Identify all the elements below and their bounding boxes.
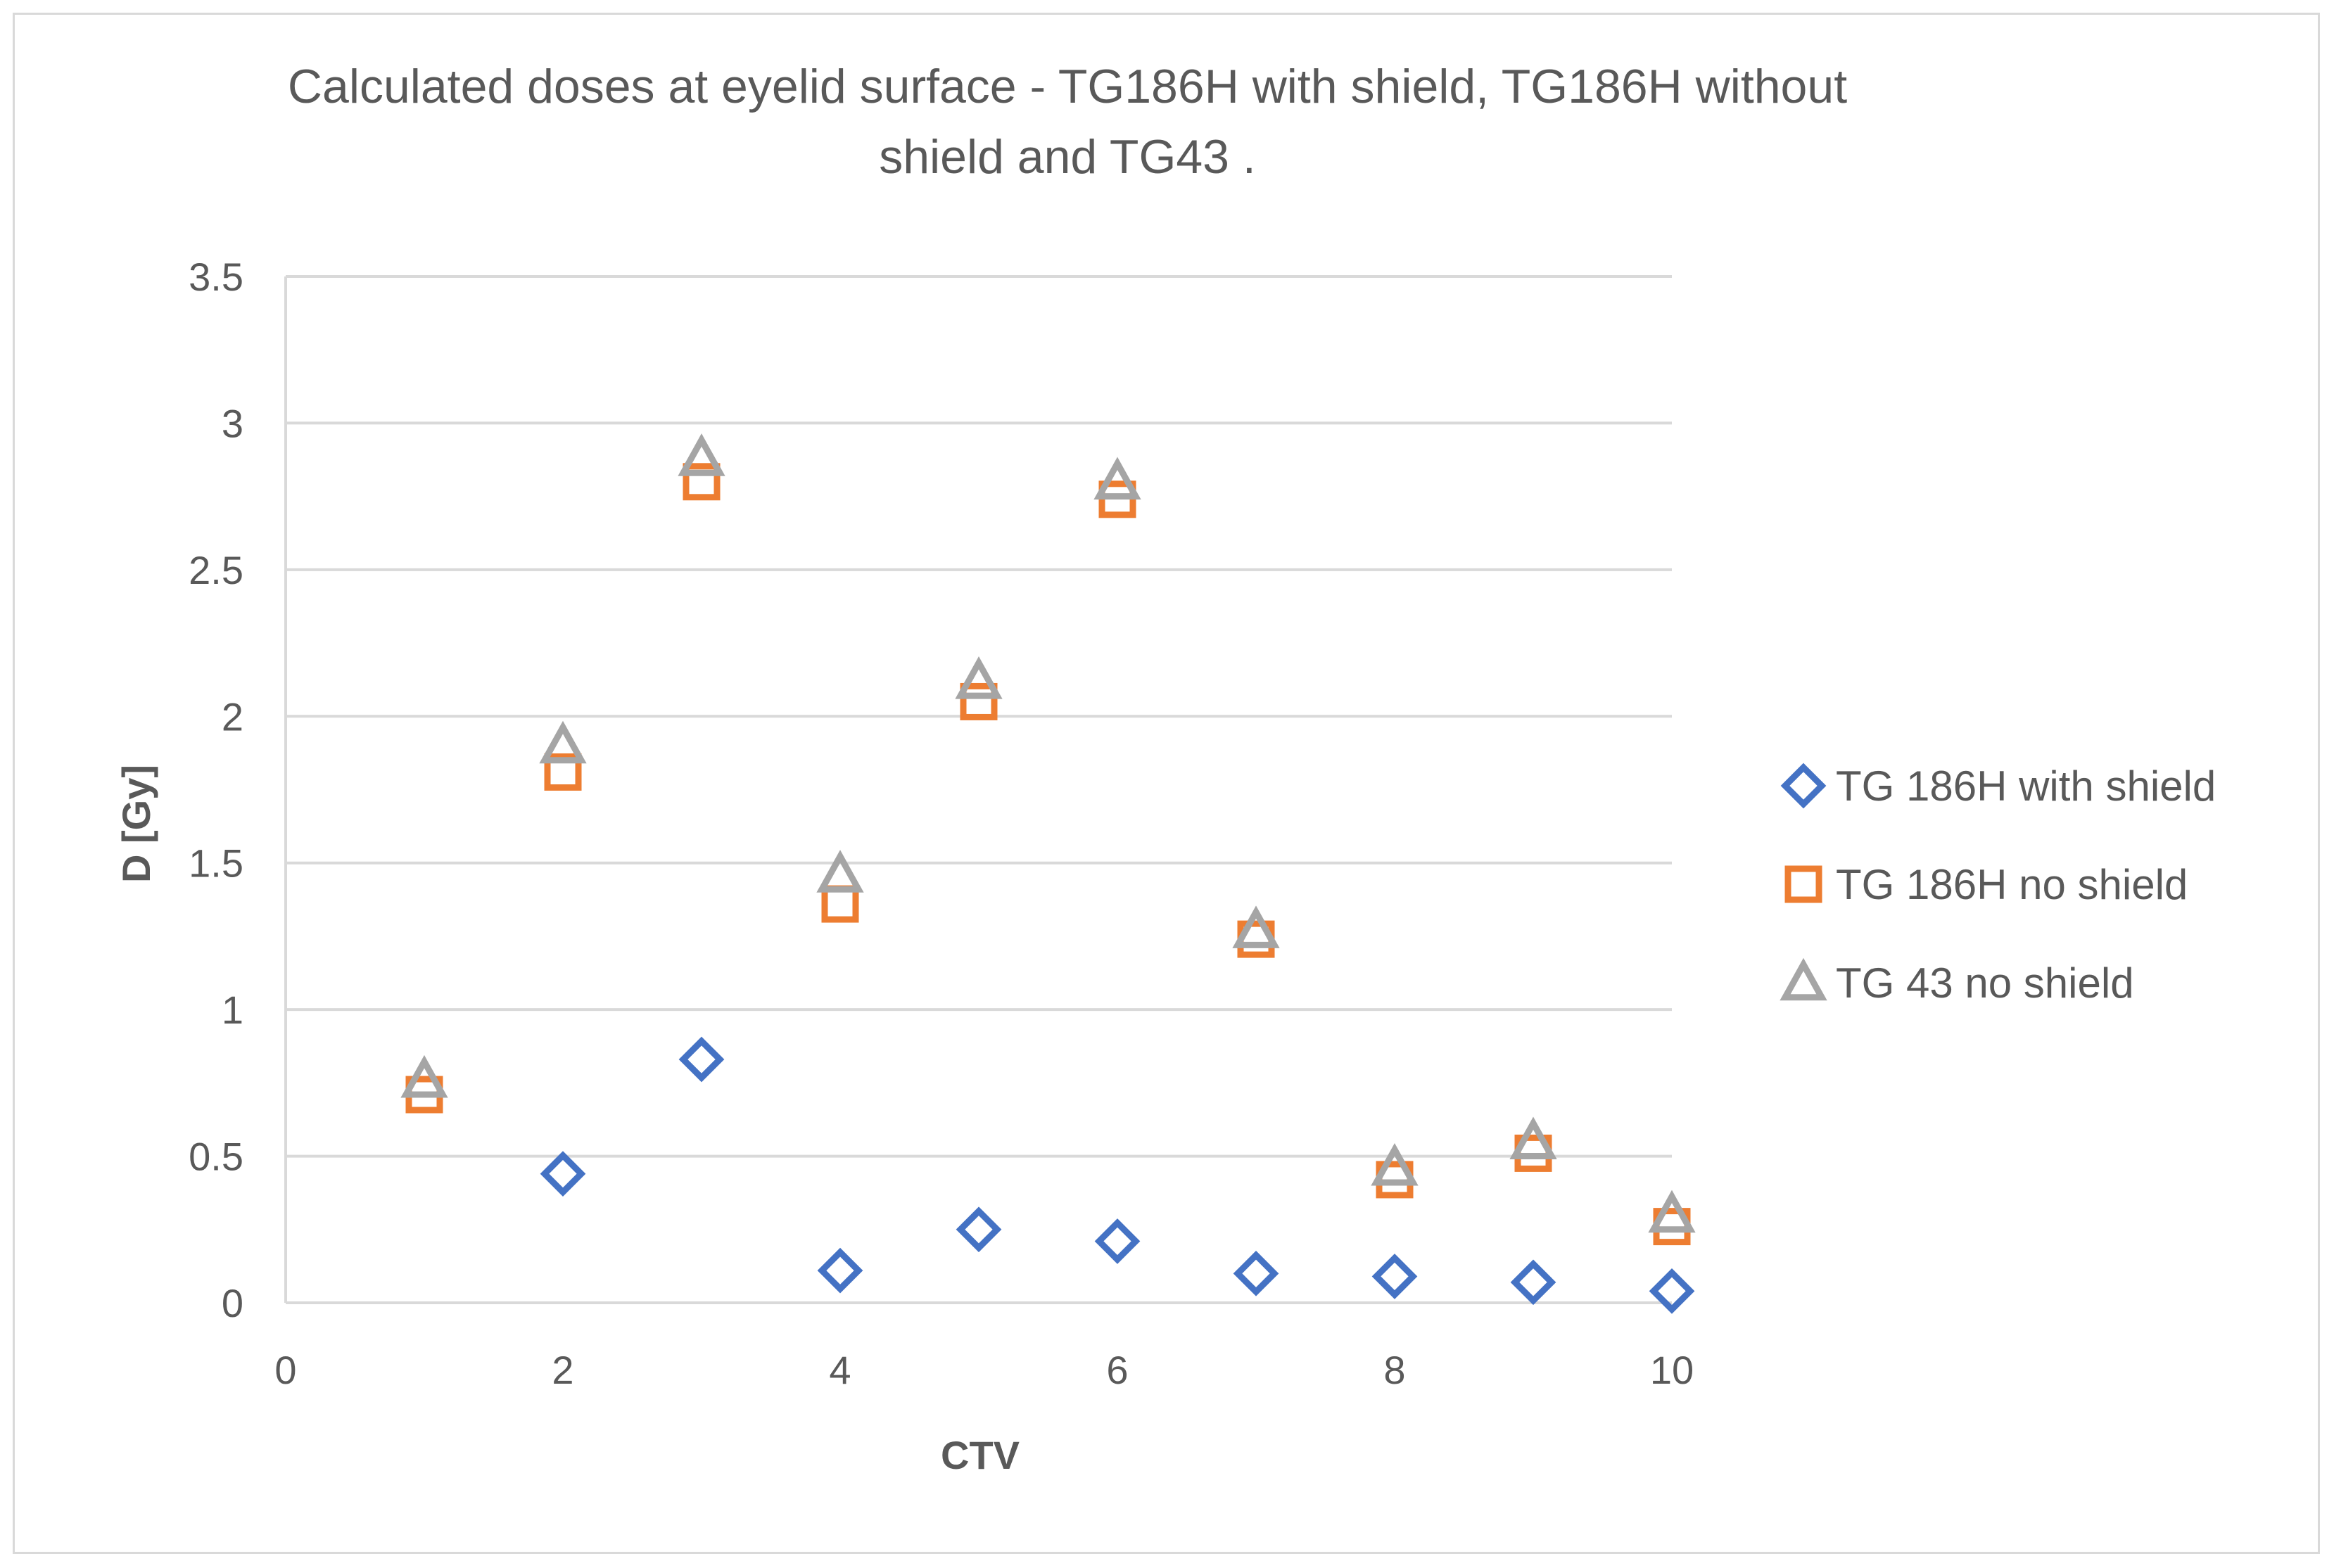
x-tick-label: 0 (274, 1348, 296, 1392)
x-axis-title: CTV (941, 1433, 1020, 1477)
y-tick-label: 3 (222, 401, 243, 445)
triangle-point (1371, 1142, 1419, 1186)
data-points (400, 433, 1696, 1314)
y-axis-title: D [Gy] (114, 765, 158, 883)
diamond-point (1649, 1268, 1695, 1314)
x-tick-label: 10 (1650, 1348, 1694, 1392)
square-point (683, 463, 721, 501)
square-point (544, 753, 582, 791)
diamond-point (1233, 1250, 1279, 1296)
legend-triangle-icon (1780, 957, 1827, 1001)
legend-item[interactable]: TG 186H with shield (1780, 763, 2216, 810)
y-tick-label: 0 (222, 1281, 243, 1325)
diamond-point (817, 1247, 863, 1294)
y-tick-label: 2 (222, 694, 243, 739)
legend-item[interactable]: TG 186H no shield (1784, 861, 2188, 908)
chart-title: Calculated doses at eyelid surface - TG1… (288, 60, 1847, 184)
triangle-point (678, 433, 725, 476)
gridlines (284, 275, 1672, 1304)
diamond-point (1094, 1218, 1141, 1264)
triangle-point (955, 656, 1003, 699)
x-tick-label: 6 (1106, 1348, 1128, 1392)
legend-diamond-icon (1780, 763, 1827, 809)
diamond-point (956, 1206, 1002, 1253)
legend[interactable]: TG 186H with shield TG 186H no shield TG 4… (1780, 763, 2216, 1007)
y-tick-label: 0.5 (189, 1135, 243, 1179)
triangle-point (1509, 1116, 1557, 1160)
triangle-point (1232, 905, 1280, 948)
chart-title-line-1: Calculated doses at eyelid surface - TG1… (288, 60, 1847, 113)
square-point (960, 682, 998, 720)
legend-label: TG 43 no shield (1836, 960, 2134, 1007)
y-tick-label: 2.5 (189, 548, 243, 592)
legend-label: TG 186H with shield (1836, 763, 2216, 810)
triangle-point (400, 1054, 448, 1098)
x-tick-label: 8 (1383, 1348, 1405, 1392)
diamond-point (1510, 1259, 1556, 1306)
square-point (821, 885, 859, 923)
chart-title-line-2: shield and TG43 . (879, 130, 1256, 184)
legend-item[interactable]: TG 43 no shield (1780, 957, 2134, 1007)
y-tick-label: 1 (222, 988, 243, 1032)
diamond-point (678, 1036, 725, 1083)
legend-square-icon (1784, 865, 1822, 903)
x-tick-label: 4 (829, 1348, 851, 1392)
diamond-point (540, 1151, 586, 1197)
triangle-point (816, 850, 864, 893)
triangle-point (1648, 1190, 1696, 1233)
triangle-point (1093, 457, 1141, 500)
diamond-point (1371, 1254, 1418, 1299)
chart-canvas: Calculated doses at eyelid surface - TG1… (114, 60, 2216, 1477)
legend-label: TG 186H no shield (1836, 861, 2188, 908)
chart-frame: Calculated doses at eyelid surface - TG1… (13, 13, 2320, 1554)
triangle-point (539, 720, 587, 764)
y-tick-label: 3.5 (189, 255, 243, 299)
x-axis-tick-labels: 0 2 4 6 8 10 (274, 1348, 1694, 1392)
x-tick-label: 2 (552, 1348, 573, 1392)
y-tick-label: 1.5 (189, 841, 243, 886)
y-axis-tick-labels: 0 0.5 1 1.5 2 2.5 3 3.5 (189, 255, 243, 1325)
